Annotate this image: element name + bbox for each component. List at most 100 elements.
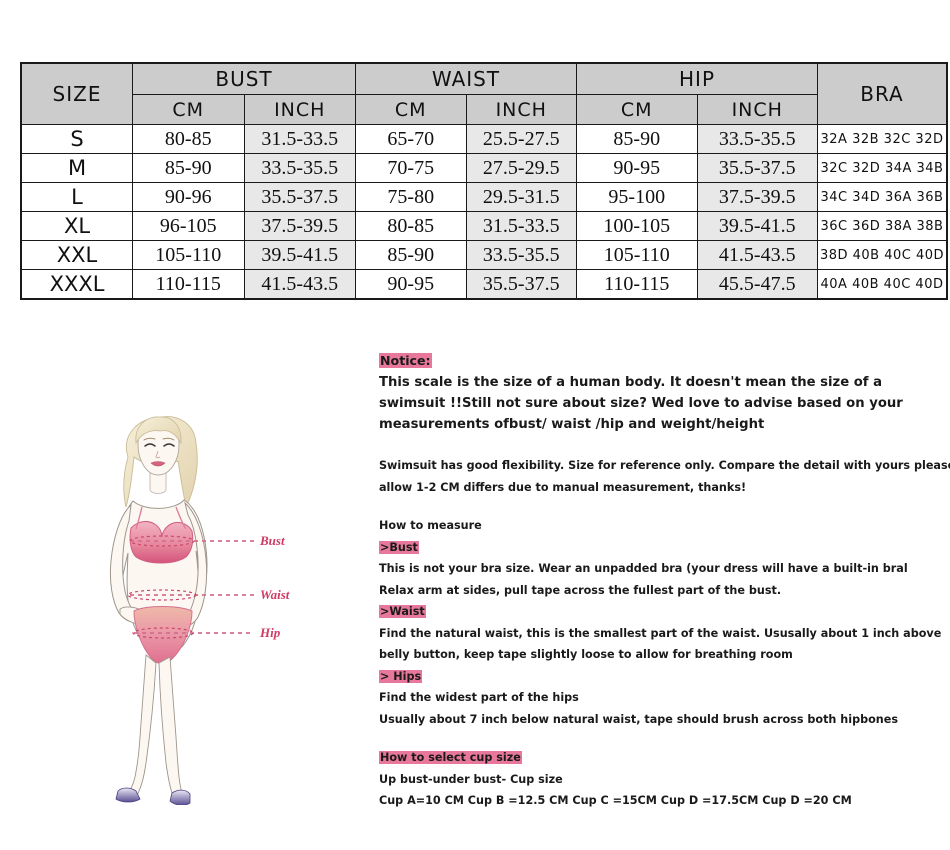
table-header-group-row: SIZE BUST WAIST HIP BRA [20,62,948,125]
cell-bust-inch: 35.5-37.5 [243,182,356,212]
cell-size: M [20,153,133,183]
cell-waist-inch: 31.5-33.5 [465,211,577,241]
cell-hip-inch: 41.5-43.5 [696,240,818,270]
table-header-unit-row: CM INCH CM INCH CM INCH [21,94,947,125]
cell-hip-cm: 95-100 [576,182,698,212]
cell-size: XXXL [20,269,133,300]
bikini-strap-left [135,506,143,530]
cup-size-line-2: Cup A=10 CM Cup B =12.5 CM Cup C =15CM C… [379,794,852,807]
cell-bra: 32C 32D 34A 34B [817,153,948,183]
cell-bra: 36C 36D 38A 38B [817,211,948,241]
cell-waist-cm: 85-90 [355,240,467,270]
section-heading-hips-text: > Hips [379,669,423,683]
cell-hip-inch: 35.5-37.5 [696,153,818,183]
cell-hip-cm: 90-95 [576,153,698,183]
cell-size: XL [20,211,133,241]
cell-bust-cm: 85-90 [132,153,245,183]
right-eye [163,443,175,447]
column-header-bust-cm: CM [132,94,245,125]
bust-line-1: This is not your bra size. Wear an unpad… [379,562,908,575]
spacer-after-flexibility [379,498,939,515]
column-header-waist-inch: INCH [465,94,577,125]
column-header-waist: WAIST [355,62,577,95]
table-header: SIZE BUST WAIST HIP BRA CM INCH CM INCH … [20,62,948,125]
bust-line-2: Relax arm at sides, pull tape across the… [379,583,782,597]
left-eye [144,443,156,447]
column-header-bra: BRA [817,62,948,125]
cell-bust-cm: 80-85 [132,124,245,154]
cell-waist-cm: 80-85 [355,211,467,241]
cell-waist-cm: 75-80 [355,182,467,212]
cell-hip-cm: 85-90 [576,124,698,154]
column-header-hip-cm: CM [576,94,698,125]
section-heading-waist-text: >Waist [379,605,426,618]
column-header-hip: HIP [576,62,818,95]
notice-line-1: This scale is the size of a human body. … [379,375,883,390]
cup-size-line-1: Up bust-under bust- Cup size [379,772,563,786]
waist-line-2: belly button, keep tape slightly loose t… [379,648,793,661]
notice-line-2: swimsuit !!Still not sure about size? We… [379,396,903,411]
hip-label: Hip [259,625,281,640]
cell-size: XXL [20,240,133,270]
flexibility-line-2: allow 1-2 CM differs due to manual measu… [379,480,747,494]
flexibility-line-1: Swimsuit has good flexibility. Size for … [379,459,950,472]
cell-waist-cm: 90-95 [355,269,467,300]
bikini-strap-right [175,506,187,530]
table-row: L 90-96 35.5-37.5 75-80 29.5-31.5 95-100 37.5-… [20,182,948,212]
cell-size: L [20,182,133,212]
column-header-bust: BUST [132,62,356,95]
hips-line-2: Usually about 7 inch below natural waist… [379,712,898,726]
column-header-bust-inch: INCH [243,94,356,125]
cell-waist-inch: 27.5-29.5 [465,153,577,183]
cell-hip-inch: 45.5-47.5 [696,269,818,300]
body-measurement-illustration: Bust Waist Hip [86,415,306,806]
nose [155,450,161,459]
waist-line-1: Find the natural waist, this is the smal… [379,626,942,640]
notice-heading-text: Notice: [379,353,432,368]
notice-line-3: measurements ofbust/ waist /hip and weig… [379,417,765,432]
left-leg [126,654,157,798]
bust-tape-ellipse [129,535,195,547]
section-heading-bust: >Bust [379,537,939,559]
cell-waist-inch: 33.5-35.5 [465,240,577,270]
table-row: M 85-90 33.5-35.5 70-75 27.5-29.5 90-95 35.5-3… [20,153,948,183]
waist-label: Waist [260,587,290,602]
cell-hip-cm: 100-105 [576,211,698,241]
cell-hip-inch: 33.5-35.5 [696,124,818,154]
cell-bust-cm: 110-115 [132,269,245,300]
cell-hip-cm: 105-110 [576,240,698,270]
column-header-size: SIZE [20,62,133,125]
measurement-instructions-panel: Notice: This scale is the size of a huma… [379,352,950,812]
right-eyebrow [162,437,175,441]
how-to-measure-heading: How to measure [379,519,482,532]
column-header-hip-inch: INCH [696,94,818,125]
cell-waist-inch: 25.5-27.5 [465,124,577,154]
section-heading-bust-text: >Bust [379,540,419,554]
spacer-after-hips [379,730,939,747]
cell-size: S [20,124,133,154]
cell-waist-inch: 29.5-31.5 [465,182,577,212]
spacer-after-notice [379,435,939,455]
size-chart-table: SIZE BUST WAIST HIP BRA CM INCH CM INCH … [20,62,948,300]
cell-hip-inch: 37.5-39.5 [696,182,818,212]
cell-bust-inch: 33.5-35.5 [243,153,356,183]
waist-tape-ellipse [127,589,197,601]
cell-bra: 40A 40B 40C 40D [817,269,948,300]
hair-front [135,416,182,445]
size-chart-table-container: SIZE BUST WAIST HIP BRA CM INCH CM INCH … [20,62,948,300]
cell-waist-cm: 65-70 [355,124,467,154]
bust-label: Bust [259,533,285,548]
section-heading-waist: >Waist [379,601,939,623]
cup-size-heading-text: How to select cup size [379,751,522,764]
left-shoe [115,787,141,803]
table-row: XXL 105-110 39.5-41.5 85-90 33.5-35.5 105-110… [20,240,948,270]
cell-bust-inch: 37.5-39.5 [243,211,356,241]
cell-bra: 32A 32B 32C 32D [817,124,948,154]
cell-bust-cm: 96-105 [132,211,245,241]
column-header-waist-cm: CM [355,94,467,125]
cell-bra: 34C 34D 36A 36B [817,182,948,212]
cell-waist-inch: 35.5-37.5 [465,269,577,300]
cell-bust-inch: 31.5-33.5 [243,124,356,154]
cell-hip-cm: 110-115 [576,269,698,300]
left-eyebrow [143,437,156,441]
